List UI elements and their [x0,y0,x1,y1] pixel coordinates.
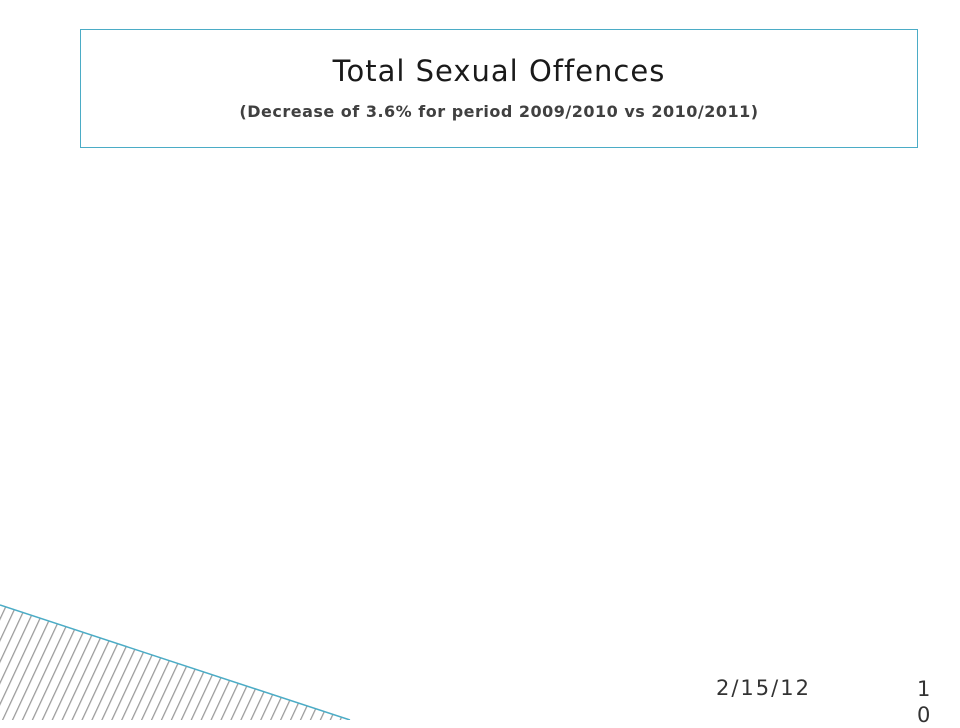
title-box: Total Sexual Offences (Decrease of 3.6% … [80,29,918,148]
subtitle: (Decrease of 3.6% for period 2009/2010 v… [239,102,759,121]
accent-line [0,604,351,720]
slide-number: 10 [917,677,931,727]
footer-date: 2/15/12 [716,676,811,700]
title: Total Sexual Offences [332,54,666,88]
